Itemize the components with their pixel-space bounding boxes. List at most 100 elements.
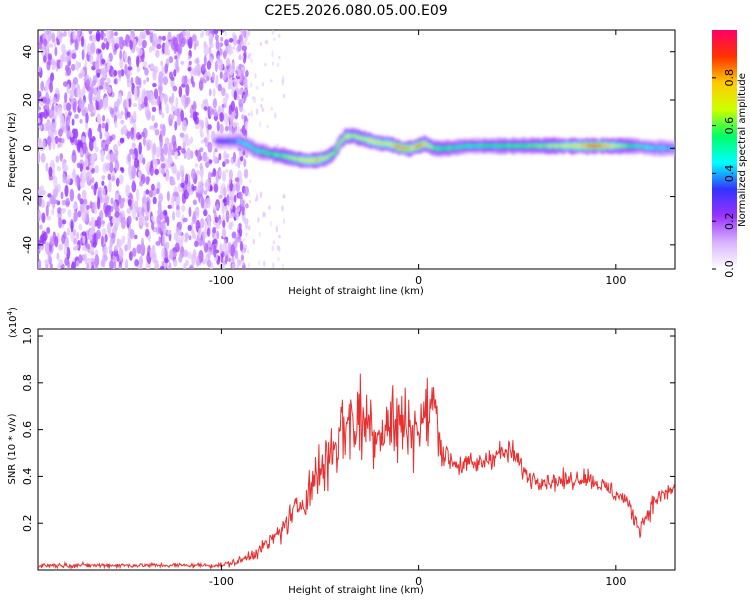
spectral-cell (218, 139, 221, 143)
noise-speck (127, 215, 132, 225)
noise-speck (152, 142, 157, 155)
noise-speck (222, 228, 226, 239)
noise-speck (185, 173, 189, 185)
spectral-cell (371, 139, 374, 143)
spectral-cell (425, 143, 428, 146)
noise-speck (78, 254, 83, 264)
noise-speck (78, 96, 82, 110)
spectral-cell (577, 145, 580, 148)
noise-speck (149, 63, 155, 70)
x-tick-label: 0 (415, 575, 422, 588)
noise-speck (148, 190, 153, 198)
spectral-cell (557, 144, 560, 147)
spectral-cell (216, 139, 219, 142)
spectral-cell (307, 159, 310, 162)
spectral-cell (303, 158, 306, 162)
spectral-cell (290, 156, 293, 159)
spectral-cell (547, 144, 550, 148)
spectral-cell (634, 145, 637, 148)
spectral-cell (480, 144, 483, 148)
noise-speck (152, 68, 157, 81)
noise-speck (90, 42, 96, 55)
noise-speck (180, 204, 186, 212)
spectral-cell (443, 147, 446, 150)
noise-speck (79, 198, 84, 205)
spectral-cell (355, 135, 358, 138)
noise-speck (233, 90, 237, 101)
noise-speck (127, 153, 131, 163)
noise-speck (64, 92, 68, 104)
noise-speck (105, 162, 110, 171)
noise-speck (226, 193, 230, 206)
noise-speck (146, 142, 151, 152)
noise-speck (237, 157, 241, 169)
spectral-cell (372, 140, 375, 143)
noise-speck (104, 122, 109, 133)
noise-speck (175, 199, 179, 206)
spectral-cell (475, 144, 478, 148)
spectral-cell (650, 146, 653, 150)
noise-speck (271, 245, 274, 252)
noise-speck (56, 165, 61, 172)
noise-speck (164, 63, 169, 74)
noise-speck (166, 216, 170, 227)
spectral-cell (231, 139, 234, 143)
spectral-cell (410, 146, 413, 150)
spectral-cell (630, 144, 633, 148)
spectral-cell (590, 144, 593, 148)
spectral-cell (497, 144, 500, 148)
noise-speck (198, 249, 204, 263)
spectral-cell (412, 146, 415, 149)
noise-speck (151, 106, 157, 113)
spectral-cell (504, 144, 507, 148)
spectral-cell (250, 145, 252, 149)
noise-speck (72, 228, 77, 237)
noise-speck (272, 262, 275, 269)
spectral-cell (324, 157, 326, 161)
noise-speck (145, 222, 149, 228)
spectral-cell (421, 142, 424, 146)
noise-speck (234, 161, 238, 167)
noise-speck (253, 96, 256, 104)
spectral-cell (652, 146, 655, 150)
spectral-cell (301, 158, 304, 161)
noise-speck (239, 152, 242, 158)
spectral-cell (619, 144, 622, 148)
noise-speck (96, 72, 101, 78)
figure-title: C2E5.2026.080.05.00.E09 (264, 3, 447, 19)
spectral-cell (246, 143, 248, 147)
spectral-cell (647, 145, 650, 149)
spectral-cell (571, 144, 574, 148)
noise-speck (114, 149, 119, 157)
spectral-cell (255, 148, 257, 151)
spectral-cell (622, 144, 625, 147)
noise-speck (66, 227, 71, 236)
noise-speck (90, 184, 94, 190)
noise-speck (140, 103, 146, 109)
spectral-cell (639, 145, 642, 148)
snr-x-ticks: -100 0 100 (209, 329, 626, 588)
noise-speck (89, 164, 93, 171)
noise-speck (88, 30, 93, 35)
noise-speck (113, 78, 117, 85)
spectral-cell (498, 144, 501, 148)
noise-speck (113, 222, 119, 232)
spectral-cell (470, 144, 473, 147)
spectral-cell (526, 144, 528, 148)
spectral-cell (477, 144, 480, 148)
noise-speck (273, 37, 276, 42)
noise-speck (158, 71, 164, 85)
noise-speck (225, 209, 230, 223)
noise-speck (101, 180, 105, 186)
spectral-cell (297, 157, 300, 161)
spectral-cell (645, 146, 648, 150)
noise-speck (88, 229, 93, 242)
noise-speck (271, 61, 275, 66)
noise-speck (221, 87, 226, 97)
noise-speck (74, 113, 79, 119)
noise-speck (189, 266, 193, 269)
noise-speck (38, 66, 42, 73)
noise-speck (248, 199, 252, 204)
noise-speck (100, 197, 105, 204)
noise-speck (129, 148, 135, 156)
